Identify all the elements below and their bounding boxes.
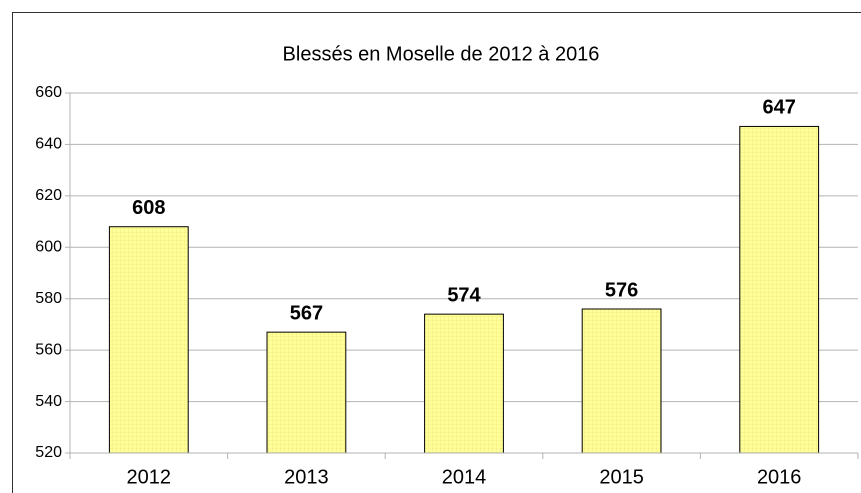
bar <box>266 331 347 454</box>
chart-border <box>12 12 861 493</box>
y-tick-label: 540 <box>35 393 62 410</box>
bar <box>581 308 662 454</box>
x-tick-label: 2015 <box>599 466 644 488</box>
data-label: 608 <box>132 197 165 219</box>
chart-title: Blessés en Moselle de 2012 à 2016 <box>283 43 600 65</box>
data-label: 647 <box>763 97 796 119</box>
data-label: 567 <box>290 302 323 324</box>
bar <box>108 226 189 454</box>
data-label: 576 <box>605 279 638 301</box>
y-tick-label: 660 <box>35 84 62 101</box>
bar <box>424 313 504 454</box>
y-tick-label: 640 <box>35 136 62 153</box>
x-tick-label: 2012 <box>127 466 172 488</box>
y-tick-label: 580 <box>35 290 62 307</box>
y-tick-label: 520 <box>35 444 62 461</box>
x-tick-label: 2013 <box>284 466 329 488</box>
y-tick-label: 600 <box>35 239 62 256</box>
y-tick-label: 620 <box>35 187 62 204</box>
data-label: 574 <box>447 284 481 306</box>
x-tick-label: 2014 <box>442 466 487 488</box>
bar <box>739 125 820 454</box>
y-tick-label: 560 <box>35 341 62 358</box>
x-tick-label: 2016 <box>757 466 802 488</box>
